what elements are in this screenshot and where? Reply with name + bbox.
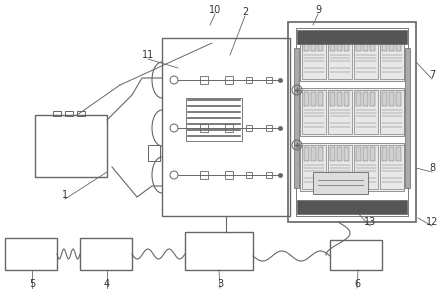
- Bar: [225, 76, 233, 84]
- Bar: [389, 147, 394, 161]
- Bar: [363, 147, 368, 161]
- Text: 12: 12: [426, 217, 438, 227]
- Bar: [389, 37, 394, 51]
- Bar: [246, 125, 252, 131]
- Bar: [300, 33, 404, 81]
- Bar: [328, 35, 352, 79]
- Bar: [200, 171, 208, 179]
- Bar: [246, 172, 252, 178]
- Bar: [337, 147, 342, 161]
- Bar: [380, 90, 404, 134]
- Bar: [200, 76, 208, 84]
- Bar: [296, 28, 408, 216]
- Bar: [380, 35, 404, 79]
- Bar: [380, 145, 404, 189]
- Bar: [370, 37, 375, 51]
- Bar: [225, 171, 233, 179]
- Text: 13: 13: [364, 217, 376, 227]
- Bar: [53, 111, 61, 116]
- Bar: [354, 90, 378, 134]
- Bar: [330, 240, 382, 270]
- Bar: [344, 37, 349, 51]
- Bar: [302, 35, 326, 79]
- Text: 3: 3: [217, 279, 223, 289]
- Bar: [304, 37, 309, 51]
- Bar: [318, 92, 323, 106]
- Bar: [356, 92, 361, 106]
- Text: 4: 4: [104, 279, 110, 289]
- Bar: [356, 147, 361, 161]
- Text: 1: 1: [62, 190, 68, 200]
- Bar: [396, 37, 401, 51]
- Bar: [356, 37, 361, 51]
- Bar: [363, 92, 368, 106]
- Text: 6: 6: [354, 279, 360, 289]
- Text: 2: 2: [242, 7, 248, 17]
- Bar: [288, 22, 416, 222]
- Bar: [77, 111, 85, 116]
- Bar: [354, 145, 378, 189]
- Bar: [328, 145, 352, 189]
- Bar: [35, 115, 107, 177]
- Bar: [266, 125, 272, 131]
- Bar: [311, 37, 316, 51]
- Bar: [300, 88, 404, 136]
- Bar: [297, 30, 407, 44]
- Bar: [200, 124, 208, 132]
- Bar: [405, 48, 410, 188]
- Text: 7: 7: [429, 70, 435, 80]
- Bar: [396, 92, 401, 106]
- Bar: [148, 145, 160, 161]
- Bar: [313, 172, 368, 194]
- Bar: [382, 92, 387, 106]
- Bar: [363, 37, 368, 51]
- Bar: [330, 92, 335, 106]
- Bar: [318, 37, 323, 51]
- Bar: [304, 92, 309, 106]
- Bar: [185, 232, 253, 270]
- Bar: [344, 92, 349, 106]
- Bar: [5, 238, 57, 270]
- Bar: [297, 200, 407, 214]
- Bar: [225, 124, 233, 132]
- Bar: [330, 147, 335, 161]
- Bar: [370, 147, 375, 161]
- Bar: [354, 35, 378, 79]
- Text: 9: 9: [315, 5, 321, 15]
- Bar: [337, 92, 342, 106]
- Bar: [311, 92, 316, 106]
- Bar: [311, 147, 316, 161]
- Bar: [266, 77, 272, 83]
- Bar: [302, 90, 326, 134]
- Bar: [344, 147, 349, 161]
- Bar: [382, 37, 387, 51]
- Bar: [65, 111, 73, 116]
- Bar: [382, 147, 387, 161]
- Bar: [304, 147, 309, 161]
- Bar: [246, 77, 252, 83]
- Text: 11: 11: [142, 50, 154, 60]
- Bar: [266, 172, 272, 178]
- Bar: [162, 38, 290, 216]
- Bar: [396, 147, 401, 161]
- Text: 8: 8: [429, 163, 435, 173]
- Text: 5: 5: [29, 279, 35, 289]
- Bar: [318, 147, 323, 161]
- Bar: [300, 143, 404, 191]
- Bar: [337, 37, 342, 51]
- Bar: [328, 90, 352, 134]
- Bar: [302, 145, 326, 189]
- Bar: [186, 98, 242, 141]
- Bar: [294, 48, 299, 188]
- Text: 10: 10: [209, 5, 221, 15]
- Bar: [80, 238, 132, 270]
- Bar: [389, 92, 394, 106]
- Bar: [370, 92, 375, 106]
- Bar: [330, 37, 335, 51]
